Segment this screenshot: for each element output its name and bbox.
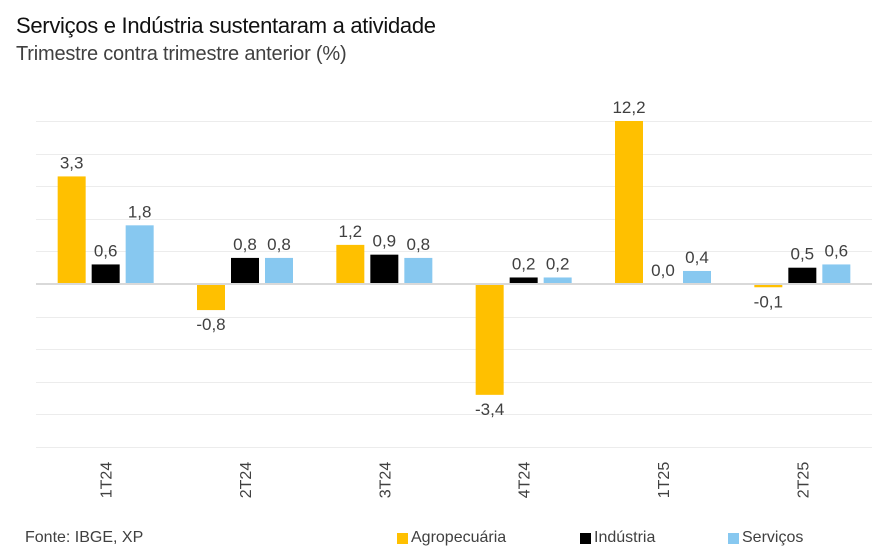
bar-industria-2t24 — [231, 257, 259, 284]
x-tick-label: 1T24 — [99, 462, 116, 499]
data-label: -3,4 — [475, 400, 504, 419]
legend-item-agropecuaria: Agropecuária — [397, 529, 506, 547]
data-label: 0,2 — [512, 254, 536, 273]
bar-servicos-1t24 — [125, 225, 154, 284]
data-label: 0,8 — [407, 235, 431, 254]
data-labels: 3,3 0,6 1,8 -0,8 0,8 0,8 1,2 0,9 0,8 -3,4 0,2 0,2 12… — [60, 98, 848, 419]
bar-industria-2t25 — [788, 267, 817, 284]
data-label: -0,8 — [196, 315, 225, 334]
legend-item-servicos: Serviços — [728, 529, 803, 547]
x-tick-labels: 1T24 2T24 3T24 4T24 1T25 2T25 — [99, 462, 813, 499]
x-tick-label: 3T24 — [377, 462, 394, 499]
data-label: 0,6 — [94, 241, 118, 260]
bar-servicos-2t24 — [265, 257, 293, 284]
x-tick-label: 2T24 — [238, 462, 255, 499]
data-label: 0,8 — [233, 235, 257, 254]
data-label: 3,3 — [60, 153, 84, 172]
bar-industria-3t24 — [370, 254, 399, 284]
bar-agropecuaria-2t24 — [197, 284, 225, 311]
x-tick-label: 4T24 — [517, 462, 534, 499]
data-label: 0,9 — [373, 232, 397, 251]
data-label: 0,6 — [825, 241, 849, 260]
legend-label: Agropecuária — [411, 529, 507, 546]
bars — [57, 121, 851, 395]
bar-servicos-1t25 — [683, 270, 711, 284]
chart-subtitle: Trimestre contra trimestre anterior (%) — [16, 43, 347, 65]
legend-swatch-servicos — [728, 532, 739, 544]
data-label: 0,0 — [651, 261, 675, 280]
bar-agropecuaria-2t25 — [754, 284, 783, 288]
bar-agropecuaria-3t24 — [336, 244, 365, 284]
data-label: 12,2 — [612, 98, 645, 117]
data-label: 0,8 — [267, 235, 291, 254]
gridlines — [36, 121, 872, 448]
data-label: 0,2 — [546, 254, 570, 273]
legend-item-industria: Indústria — [580, 529, 655, 547]
bar-agropecuaria-1t24 — [57, 176, 86, 284]
bar-servicos-2t25 — [822, 264, 851, 284]
bar-industria-4t24 — [509, 277, 538, 284]
bar-agropecuaria-1t25 — [615, 121, 643, 284]
data-label: -0,1 — [754, 292, 783, 311]
legend-label: Indústria — [594, 529, 656, 546]
x-tick-label: 1T25 — [656, 462, 673, 499]
data-label: 0,5 — [791, 245, 815, 264]
bar-industria-1t24 — [91, 264, 120, 284]
source-note: Fonte: IBGE, XP — [25, 529, 144, 546]
legend-swatch-industria — [580, 532, 591, 544]
bar-servicos-4t24 — [543, 277, 572, 284]
data-label: 1,8 — [128, 202, 152, 221]
legend-label: Serviços — [742, 529, 804, 546]
data-label: 1,2 — [339, 222, 363, 241]
bar-agropecuaria-4t24 — [475, 284, 504, 395]
legend-swatch-agropecuaria — [397, 532, 408, 544]
legend: Agropecuária Indústria Serviços — [0, 529, 874, 551]
chart-title: Serviços e Indústria sustentaram a ativi… — [16, 13, 436, 38]
bar-servicos-3t24 — [404, 257, 433, 284]
x-tick-label: 2T25 — [795, 462, 812, 499]
data-label: 0,4 — [685, 248, 709, 267]
